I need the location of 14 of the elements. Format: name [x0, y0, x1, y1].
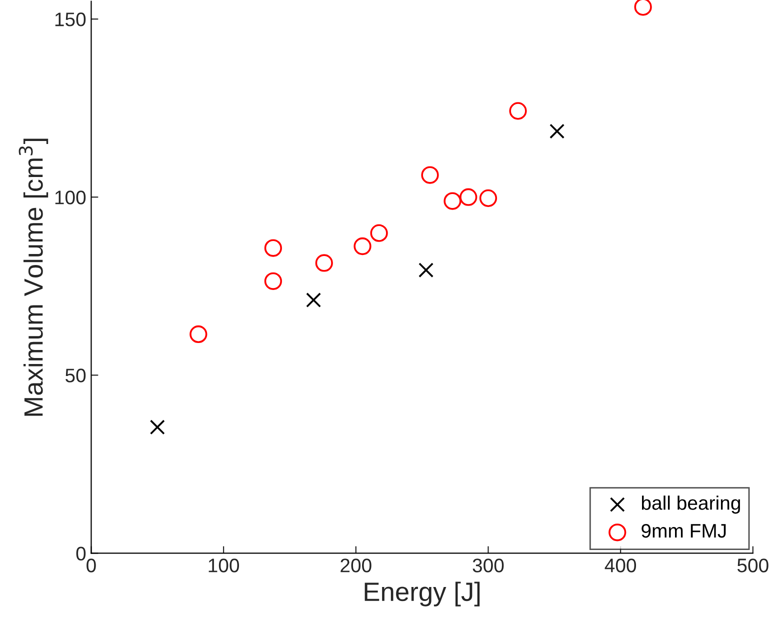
y-tick-label: 100: [55, 190, 86, 204]
legend-label: ball bearing: [642, 496, 740, 514]
x-tick-label: 200: [340, 558, 372, 572]
x-tick-label: 0: [86, 558, 96, 572]
x-axis-title: Energy [J]: [364, 582, 480, 606]
x-tick-label: 500: [737, 558, 768, 572]
y-tick-label: 0: [76, 546, 86, 560]
legend-label: 9mm FMJ: [642, 524, 726, 538]
y-tick-label: 50: [66, 368, 86, 382]
y-axis-title: Maximum Volume [cm$^{3}$]: [18, 138, 48, 416]
y-tick-label: 150: [55, 12, 86, 26]
x-tick-label: 100: [208, 558, 240, 572]
x-tick-label: 400: [604, 558, 636, 572]
x-tick-label: 300: [472, 558, 504, 572]
